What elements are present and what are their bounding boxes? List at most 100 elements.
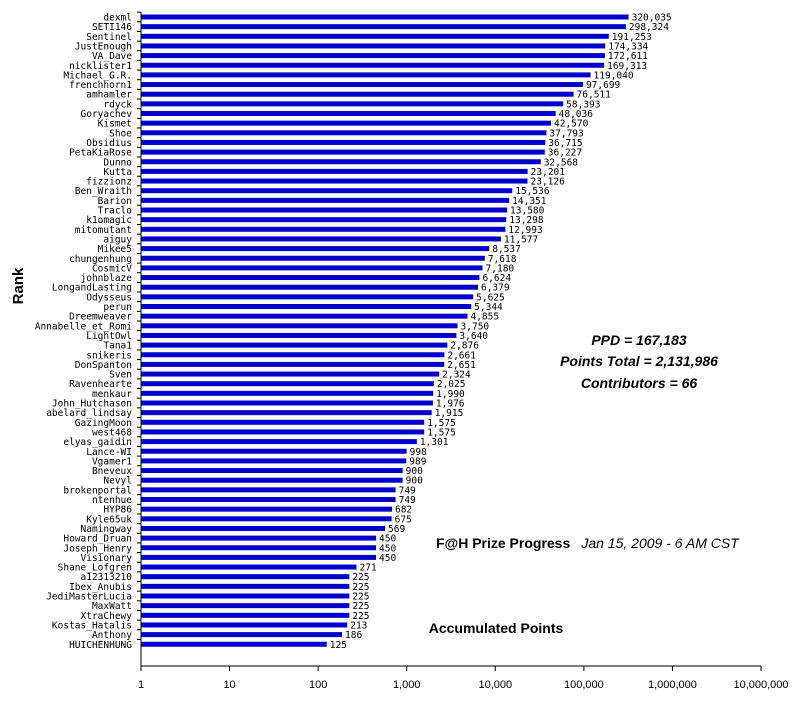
category-label: perun [103,302,132,313]
category-label: John_Hutchason [52,399,132,410]
bar [141,381,434,387]
category-label: Namingway [81,524,133,535]
contributors-annotation: Contributors = 66 [581,375,698,391]
bar [141,564,357,570]
bar [141,603,350,609]
bar [141,101,564,107]
bar [141,332,457,338]
value-label: 11,577 [504,234,538,245]
bar [141,497,396,502]
category-label: snikeris [86,350,132,361]
bar [141,487,396,493]
value-label: 450 [379,534,396,545]
bar [141,361,445,367]
value-label: 1,915 [435,408,464,419]
category-label: Joseph_Henry [63,543,132,554]
category-label: amhamler [86,90,132,101]
bar [141,632,343,638]
bar [141,583,350,589]
prize-progress-annotation: F@H Prize Progress Jan 15, 2009 - 6 AM C… [436,533,740,552]
bar [141,304,472,309]
value-label: 32,568 [544,157,579,168]
category-label: Howard_Druan [63,534,132,545]
bar [141,371,440,377]
value-label: 2,876 [450,341,479,352]
bar [141,439,417,445]
category-label: Lance-WI [86,447,132,458]
bar [141,130,547,136]
category-label: Vgamer1 [92,456,132,467]
value-label: 8,537 [492,244,521,255]
value-label: 169,313 [607,61,647,72]
value-label: 42,570 [554,119,589,130]
value-label: 23,126 [531,177,566,188]
prize-progress-date: Jan 15, 2009 - 6 AM CST [580,535,740,551]
category-label: Michael_G.R. [63,70,132,81]
bar [141,149,545,155]
bar [141,506,392,512]
value-label: 119,040 [594,70,634,81]
bars [141,14,629,647]
category-label: JediMasterLucia [46,592,132,603]
ppd-annotation: PPD = 167,183 [591,332,687,348]
category-label: HYP86 [103,505,132,516]
bar [141,323,458,329]
category-label: Kyle65uk [86,514,132,525]
value-label: 749 [399,495,416,506]
category-label: Goryachev [81,109,133,120]
category-label: Sven [109,370,132,381]
value-label: 14,351 [512,196,547,207]
category-label: chungenhung [69,254,132,265]
bar [141,294,474,300]
bar [141,265,483,271]
value-label: 6,624 [482,273,511,284]
category-label: Barion [98,196,132,207]
category-label: Kostas_Hatalis [52,620,132,631]
category-label: Visionary [81,553,133,564]
category-label: Ben_Wraith [75,186,132,197]
value-label: 998 [410,447,427,458]
category-label: SETI146 [92,22,132,33]
category-label: rdyck [103,99,132,110]
category-label: Shoe [109,128,132,139]
category-label: Annabelle_et_Romi [35,321,133,332]
value-label: 1,575 [427,427,456,438]
bar [141,612,350,618]
category-label: PetaKiaRose [69,148,132,159]
category-label: west468 [92,427,132,438]
category-label: CosmicV [92,263,132,274]
value-label: 450 [379,553,396,564]
bar [141,342,448,348]
bar [141,545,376,551]
bar [141,226,506,232]
bar [141,43,606,49]
category-label: Tana1 [103,341,132,352]
accumulated-points-annotation: Accumulated Points [429,620,564,636]
category-label: MaxWatt [92,601,132,612]
bar [141,622,348,628]
value-label: 682 [395,505,412,516]
value-label: 2,661 [447,350,476,361]
value-label: 989 [409,456,426,467]
value-label: 450 [379,543,396,554]
category-label: k1omagic [86,215,132,226]
bar [141,574,350,580]
bar [141,390,434,396]
bar [141,641,327,647]
value-label: 97,699 [586,80,621,91]
value-label: 172,611 [608,51,648,62]
value-label: 1,990 [436,389,465,400]
points-total-annotation: Points Total = 2,131,986 [560,353,718,369]
value-label: 6,379 [481,283,510,294]
category-label: Sentinel [86,32,132,43]
bar [141,159,541,165]
bar [141,352,445,358]
category-label: XtraChewy [81,611,133,622]
value-label: 58,393 [566,99,600,110]
category-label: frenchhorn1 [69,80,132,91]
x-tick-label: 1 [138,679,144,691]
bar [141,313,468,319]
category-label: JustEnough [75,41,132,52]
value-labels: 320,035298,324191,253174,334172,611169,3… [330,13,672,651]
value-label: 225 [352,582,369,593]
